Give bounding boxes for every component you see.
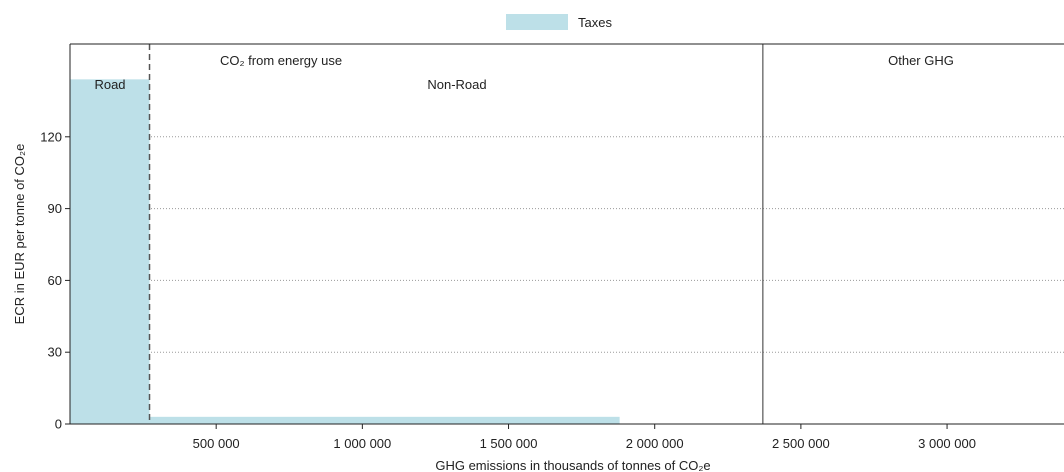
dividers: [148, 44, 764, 424]
plot-frame: [69, 43, 1064, 425]
y-axis-title: ECR in EUR per tonne of CO₂e: [12, 144, 27, 325]
y-tick-label: 60: [48, 273, 62, 288]
bar-non-road: [149, 416, 620, 424]
annotation-co2-energy-use: CO₂ from energy use: [220, 53, 342, 68]
y-tick-label: 30: [48, 345, 62, 360]
x-tick-label: 2 500 000: [772, 436, 830, 451]
annotation-other-ghg: Other GHG: [888, 53, 954, 68]
x-tick-label: 2 000 000: [626, 436, 684, 451]
y-axis-ticks: 0 30 60 90 120: [40, 129, 70, 432]
x-tick-label: 500 000: [193, 436, 240, 451]
legend-swatch: [506, 14, 568, 30]
annotation-non-road: Non-Road: [427, 77, 486, 92]
x-tick-label: 3 000 000: [918, 436, 976, 451]
legend-label: Taxes: [578, 15, 612, 30]
bars: [70, 79, 620, 425]
legend: Taxes: [506, 14, 612, 30]
x-axis-ticks: 500 000 1 000 000 1 500 000 2 000 000 2 500 …: [193, 424, 976, 451]
gridlines: [70, 136, 1064, 353]
y-tick-label: 0: [55, 417, 62, 432]
x-tick-label: 1 000 000: [333, 436, 391, 451]
bar-road: [70, 79, 150, 425]
x-axis-title: GHG emissions in thousands of tonnes of …: [435, 458, 710, 472]
annotation-road: Road: [94, 77, 125, 92]
x-tick-label: 1 500 000: [480, 436, 538, 451]
y-tick-label: 120: [40, 129, 62, 144]
y-tick-label: 90: [48, 201, 62, 216]
